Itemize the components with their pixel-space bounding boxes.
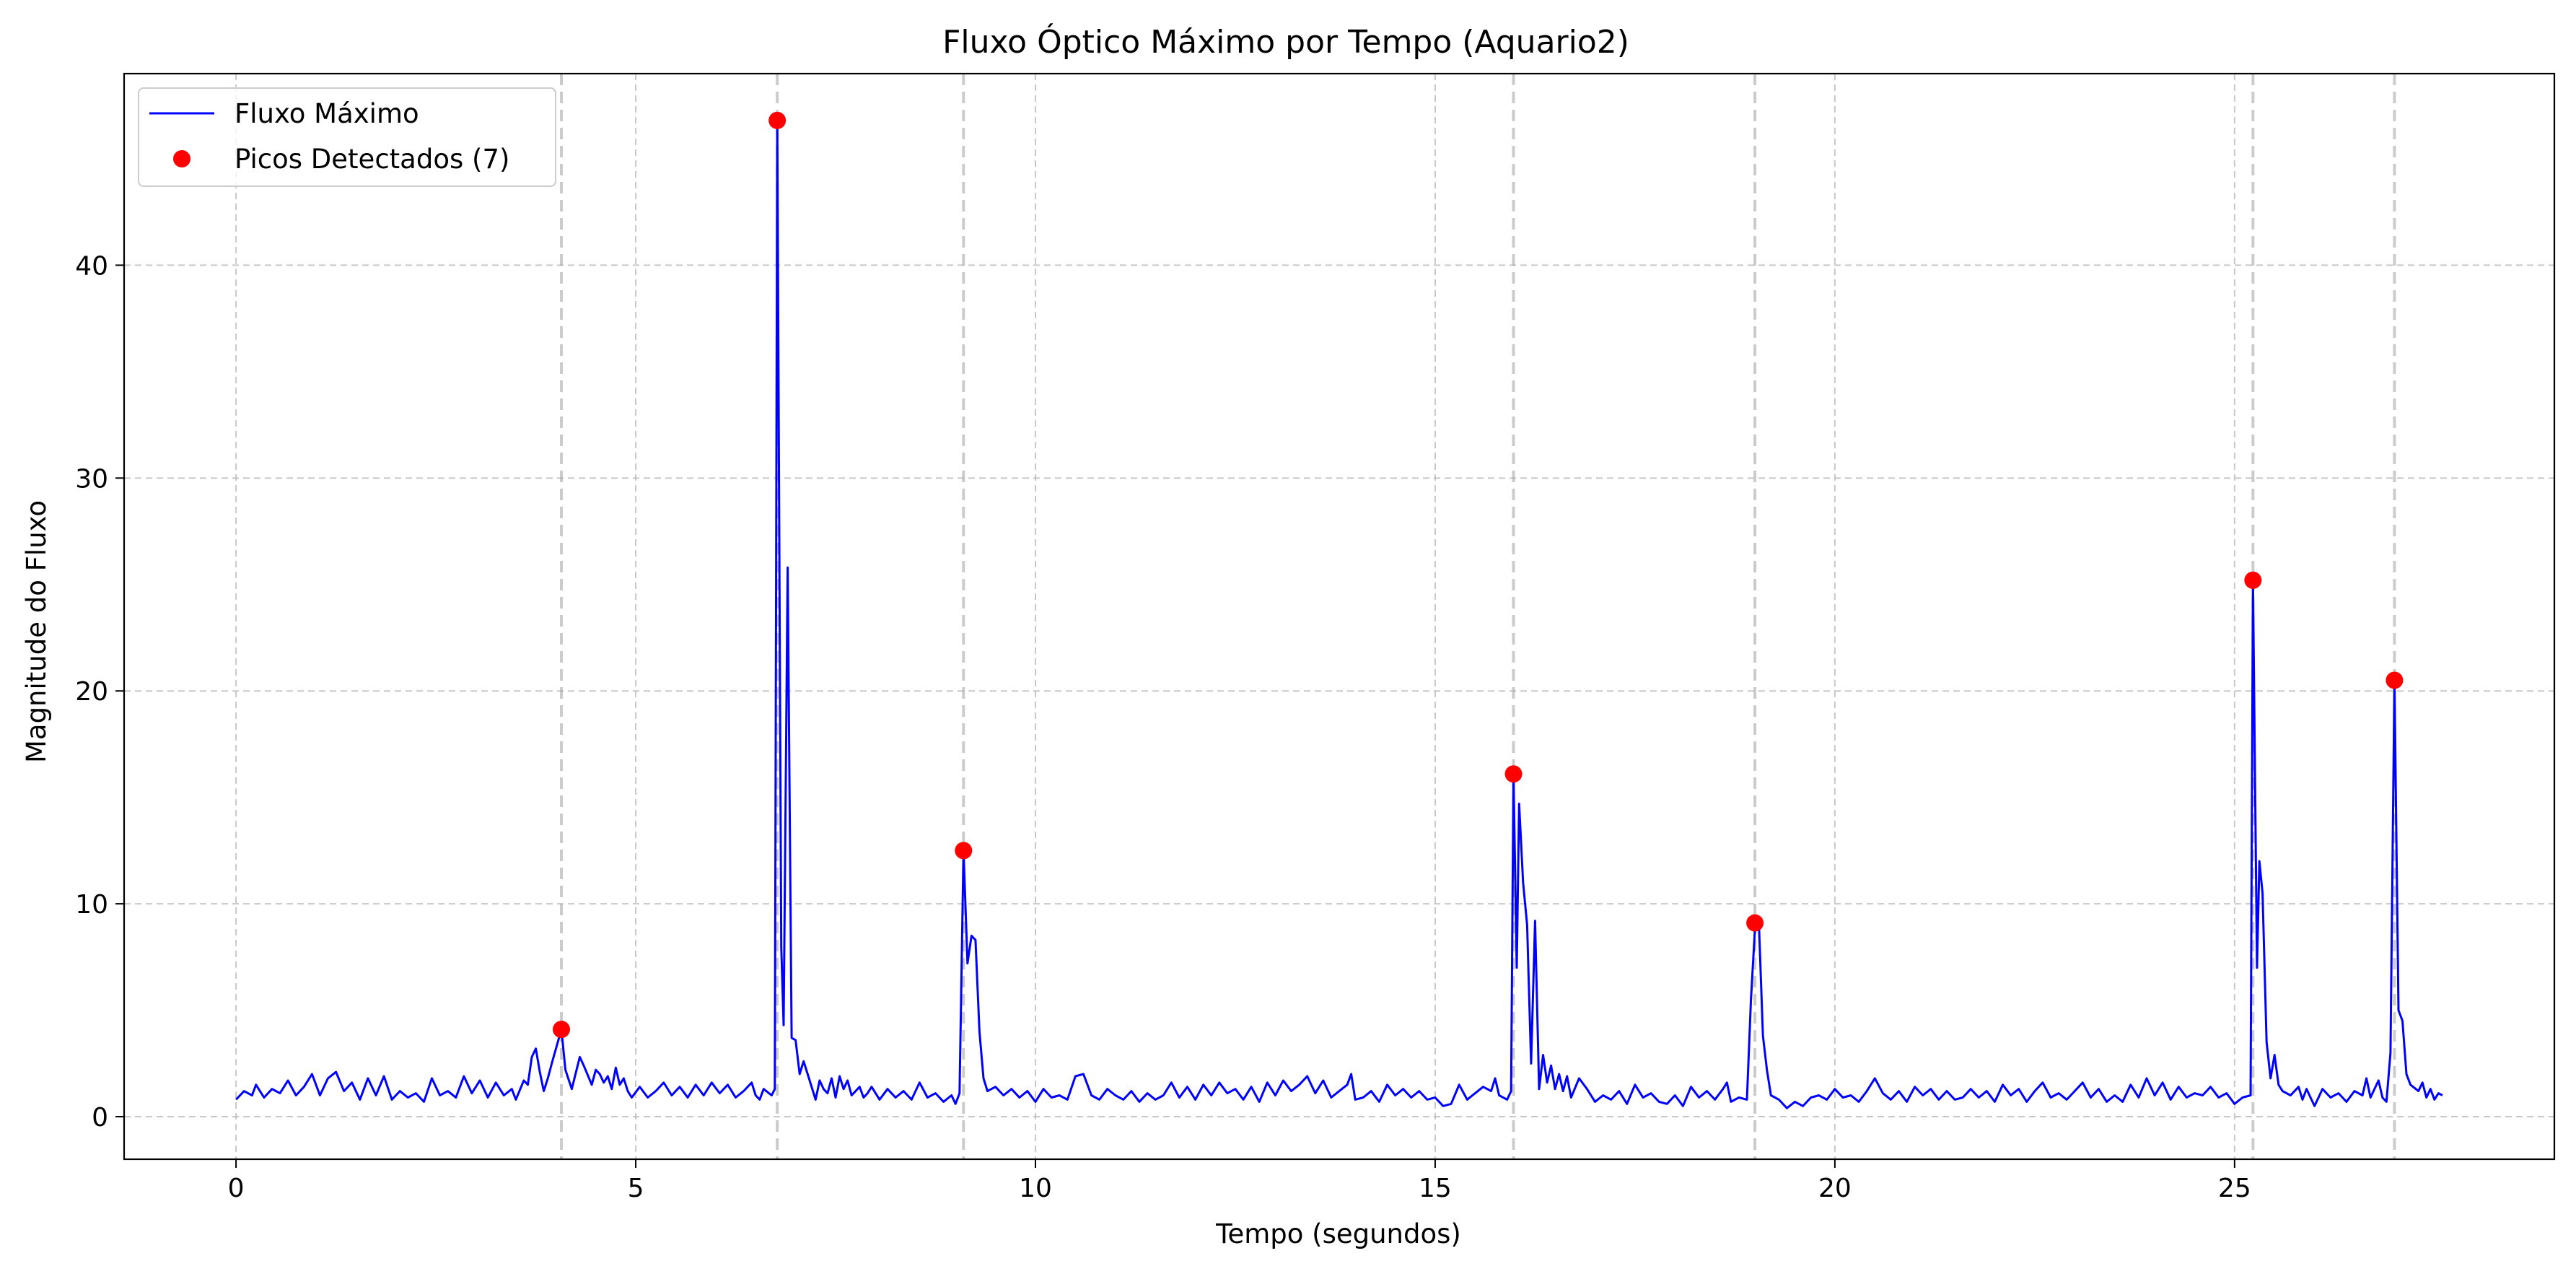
peak-marker <box>1746 914 1764 932</box>
plot-frame <box>123 72 2556 1161</box>
series-line-fluxo-maximo <box>235 119 2443 1109</box>
peak-marker <box>1504 765 1523 783</box>
x-tick-label: 5 <box>628 1174 644 1203</box>
legend-label-fluxo-maximo: Fluxo Máximo <box>235 98 419 129</box>
x-tick-label: 20 <box>1818 1174 1852 1203</box>
y-axis-label: Magnitude do Fluxo <box>21 500 52 763</box>
x-tick-label: 25 <box>2218 1174 2251 1203</box>
y-tick-label: 40 <box>75 251 108 281</box>
legend: Fluxo Máximo Picos Detectados (7) <box>138 87 556 187</box>
x-axis-label: Tempo (segundos) <box>1215 1218 1461 1249</box>
y-tick-label: 20 <box>75 677 108 707</box>
y-tick-label: 0 <box>92 1103 108 1133</box>
peak-marker <box>955 842 973 860</box>
y-axis-ticks: 0 10 20 30 40 <box>75 251 124 1133</box>
peak-marker <box>2244 571 2262 589</box>
grid-lines <box>124 74 2554 1159</box>
y-tick-label: 30 <box>75 464 108 494</box>
peak-marker <box>2386 671 2404 689</box>
x-tick-label: 10 <box>1019 1174 1052 1203</box>
peak-markers <box>553 111 2404 1039</box>
x-axis-ticks: 0 5 10 15 20 25 <box>228 1159 2251 1203</box>
legend-label-picos: Picos Detectados (7) <box>235 144 509 175</box>
peak-marker <box>553 1021 571 1039</box>
series-layer <box>235 119 2443 1109</box>
x-tick-label: 0 <box>228 1174 245 1203</box>
legend-box <box>138 87 556 187</box>
chart-title: Fluxo Óptico Máximo por Tempo (Aquario2) <box>942 22 1629 61</box>
peak-marker <box>768 111 787 129</box>
legend-marker-swatch <box>173 150 190 167</box>
x-tick-label: 15 <box>1419 1174 1452 1203</box>
y-tick-label: 10 <box>75 890 108 920</box>
